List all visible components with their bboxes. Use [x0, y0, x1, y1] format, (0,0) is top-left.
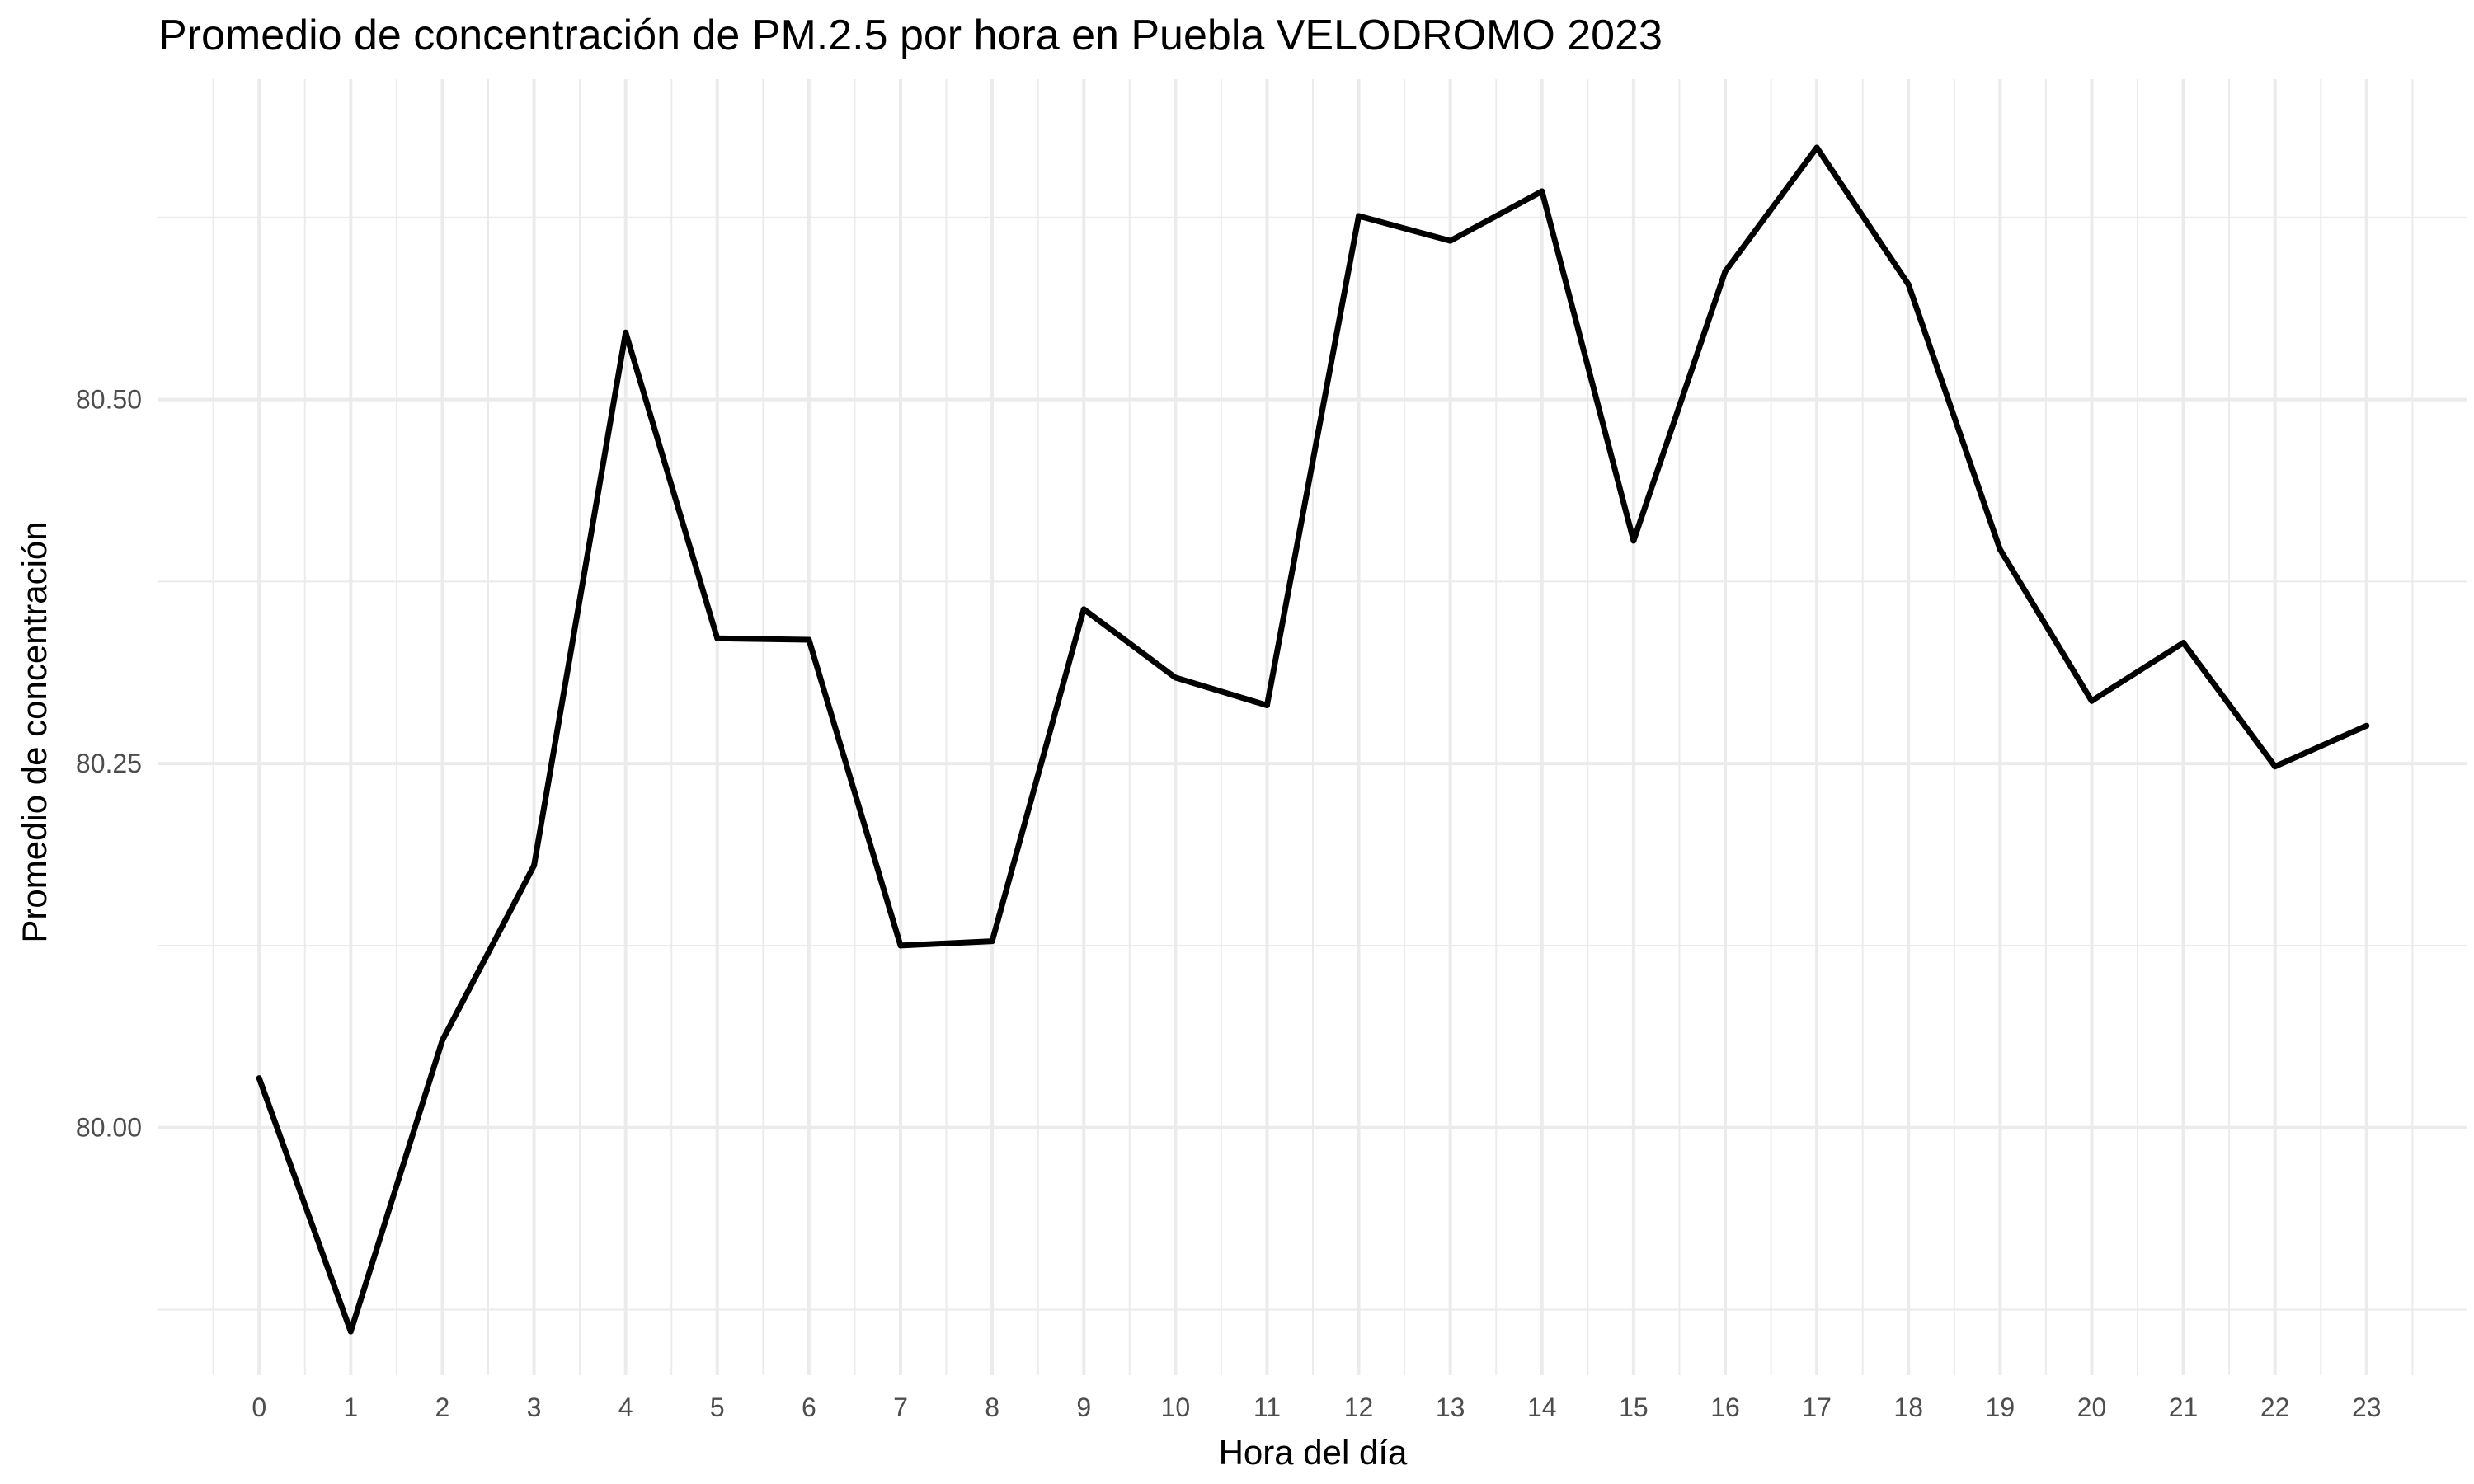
x-tick-label: 19 [1986, 1392, 2015, 1422]
x-axis-ticks: 0 1 2 3 4 5 6 7 8 9 10 11 12 13 14 15 16 17 18 19 20 21 22 23 [252, 1392, 2381, 1422]
data-point [439, 1037, 445, 1044]
x-tick-label: 17 [1802, 1392, 1832, 1422]
x-tick-label: 20 [2077, 1392, 2107, 1422]
data-point [1172, 674, 1178, 681]
x-tick-label: 14 [1527, 1392, 1557, 1422]
x-tick-label: 22 [2260, 1392, 2290, 1422]
y-axis-title: Promedio de concentración [15, 521, 54, 942]
x-tick-label: 10 [1161, 1392, 1191, 1422]
x-tick-label: 0 [252, 1392, 266, 1422]
data-point [531, 862, 538, 869]
data-point [1905, 281, 1912, 288]
x-tick-label: 9 [1076, 1392, 1091, 1422]
x-tick-label: 7 [893, 1392, 908, 1422]
data-point [2180, 640, 2187, 646]
series-line [256, 144, 2368, 1335]
data-point [806, 636, 812, 643]
data-point [1356, 213, 1362, 219]
data-point [1813, 144, 1820, 151]
x-tick-label: 21 [2169, 1392, 2199, 1422]
y-tick-label: 80.50 [76, 385, 142, 415]
data-point [256, 1075, 262, 1082]
x-tick-label: 13 [1436, 1392, 1465, 1422]
data-point [897, 942, 904, 949]
x-tick-label: 23 [2352, 1392, 2382, 1422]
data-point [347, 1328, 354, 1335]
data-point [1997, 547, 2003, 553]
data-point [2088, 697, 2095, 704]
x-tick-label: 6 [802, 1392, 816, 1422]
data-point [1263, 702, 1270, 709]
data-point [1447, 237, 1454, 244]
y-tick-label: 80.00 [76, 1113, 142, 1143]
x-tick-label: 12 [1344, 1392, 1374, 1422]
data-point [1080, 606, 1087, 613]
x-tick-label: 18 [1893, 1392, 1923, 1422]
x-tick-label: 4 [618, 1392, 633, 1422]
data-point [1630, 538, 1637, 544]
x-tick-label: 3 [527, 1392, 542, 1422]
series-layer [256, 144, 2370, 1335]
x-tick-label: 1 [343, 1392, 358, 1422]
data-point [714, 635, 721, 641]
chart-title: Promedio de concentración de PM.2.5 por … [158, 12, 1663, 59]
plot-grid [158, 79, 2467, 1375]
x-tick-label: 16 [1710, 1392, 1740, 1422]
data-point [623, 329, 629, 336]
data-point [2272, 763, 2279, 770]
x-tick-label: 5 [710, 1392, 725, 1422]
data-point [989, 938, 995, 945]
y-axis-ticks: 80.00 80.25 80.50 [76, 385, 142, 1143]
y-tick-label: 80.25 [76, 749, 142, 778]
x-tick-label: 15 [1619, 1392, 1649, 1422]
x-tick-label: 2 [435, 1392, 450, 1422]
x-axis-title: Hora del día [1219, 1433, 1408, 1472]
data-point [1539, 188, 1545, 195]
data-point [2363, 722, 2370, 729]
x-tick-label: 11 [1253, 1392, 1281, 1422]
data-point [1722, 268, 1729, 275]
x-tick-label: 8 [985, 1392, 999, 1422]
